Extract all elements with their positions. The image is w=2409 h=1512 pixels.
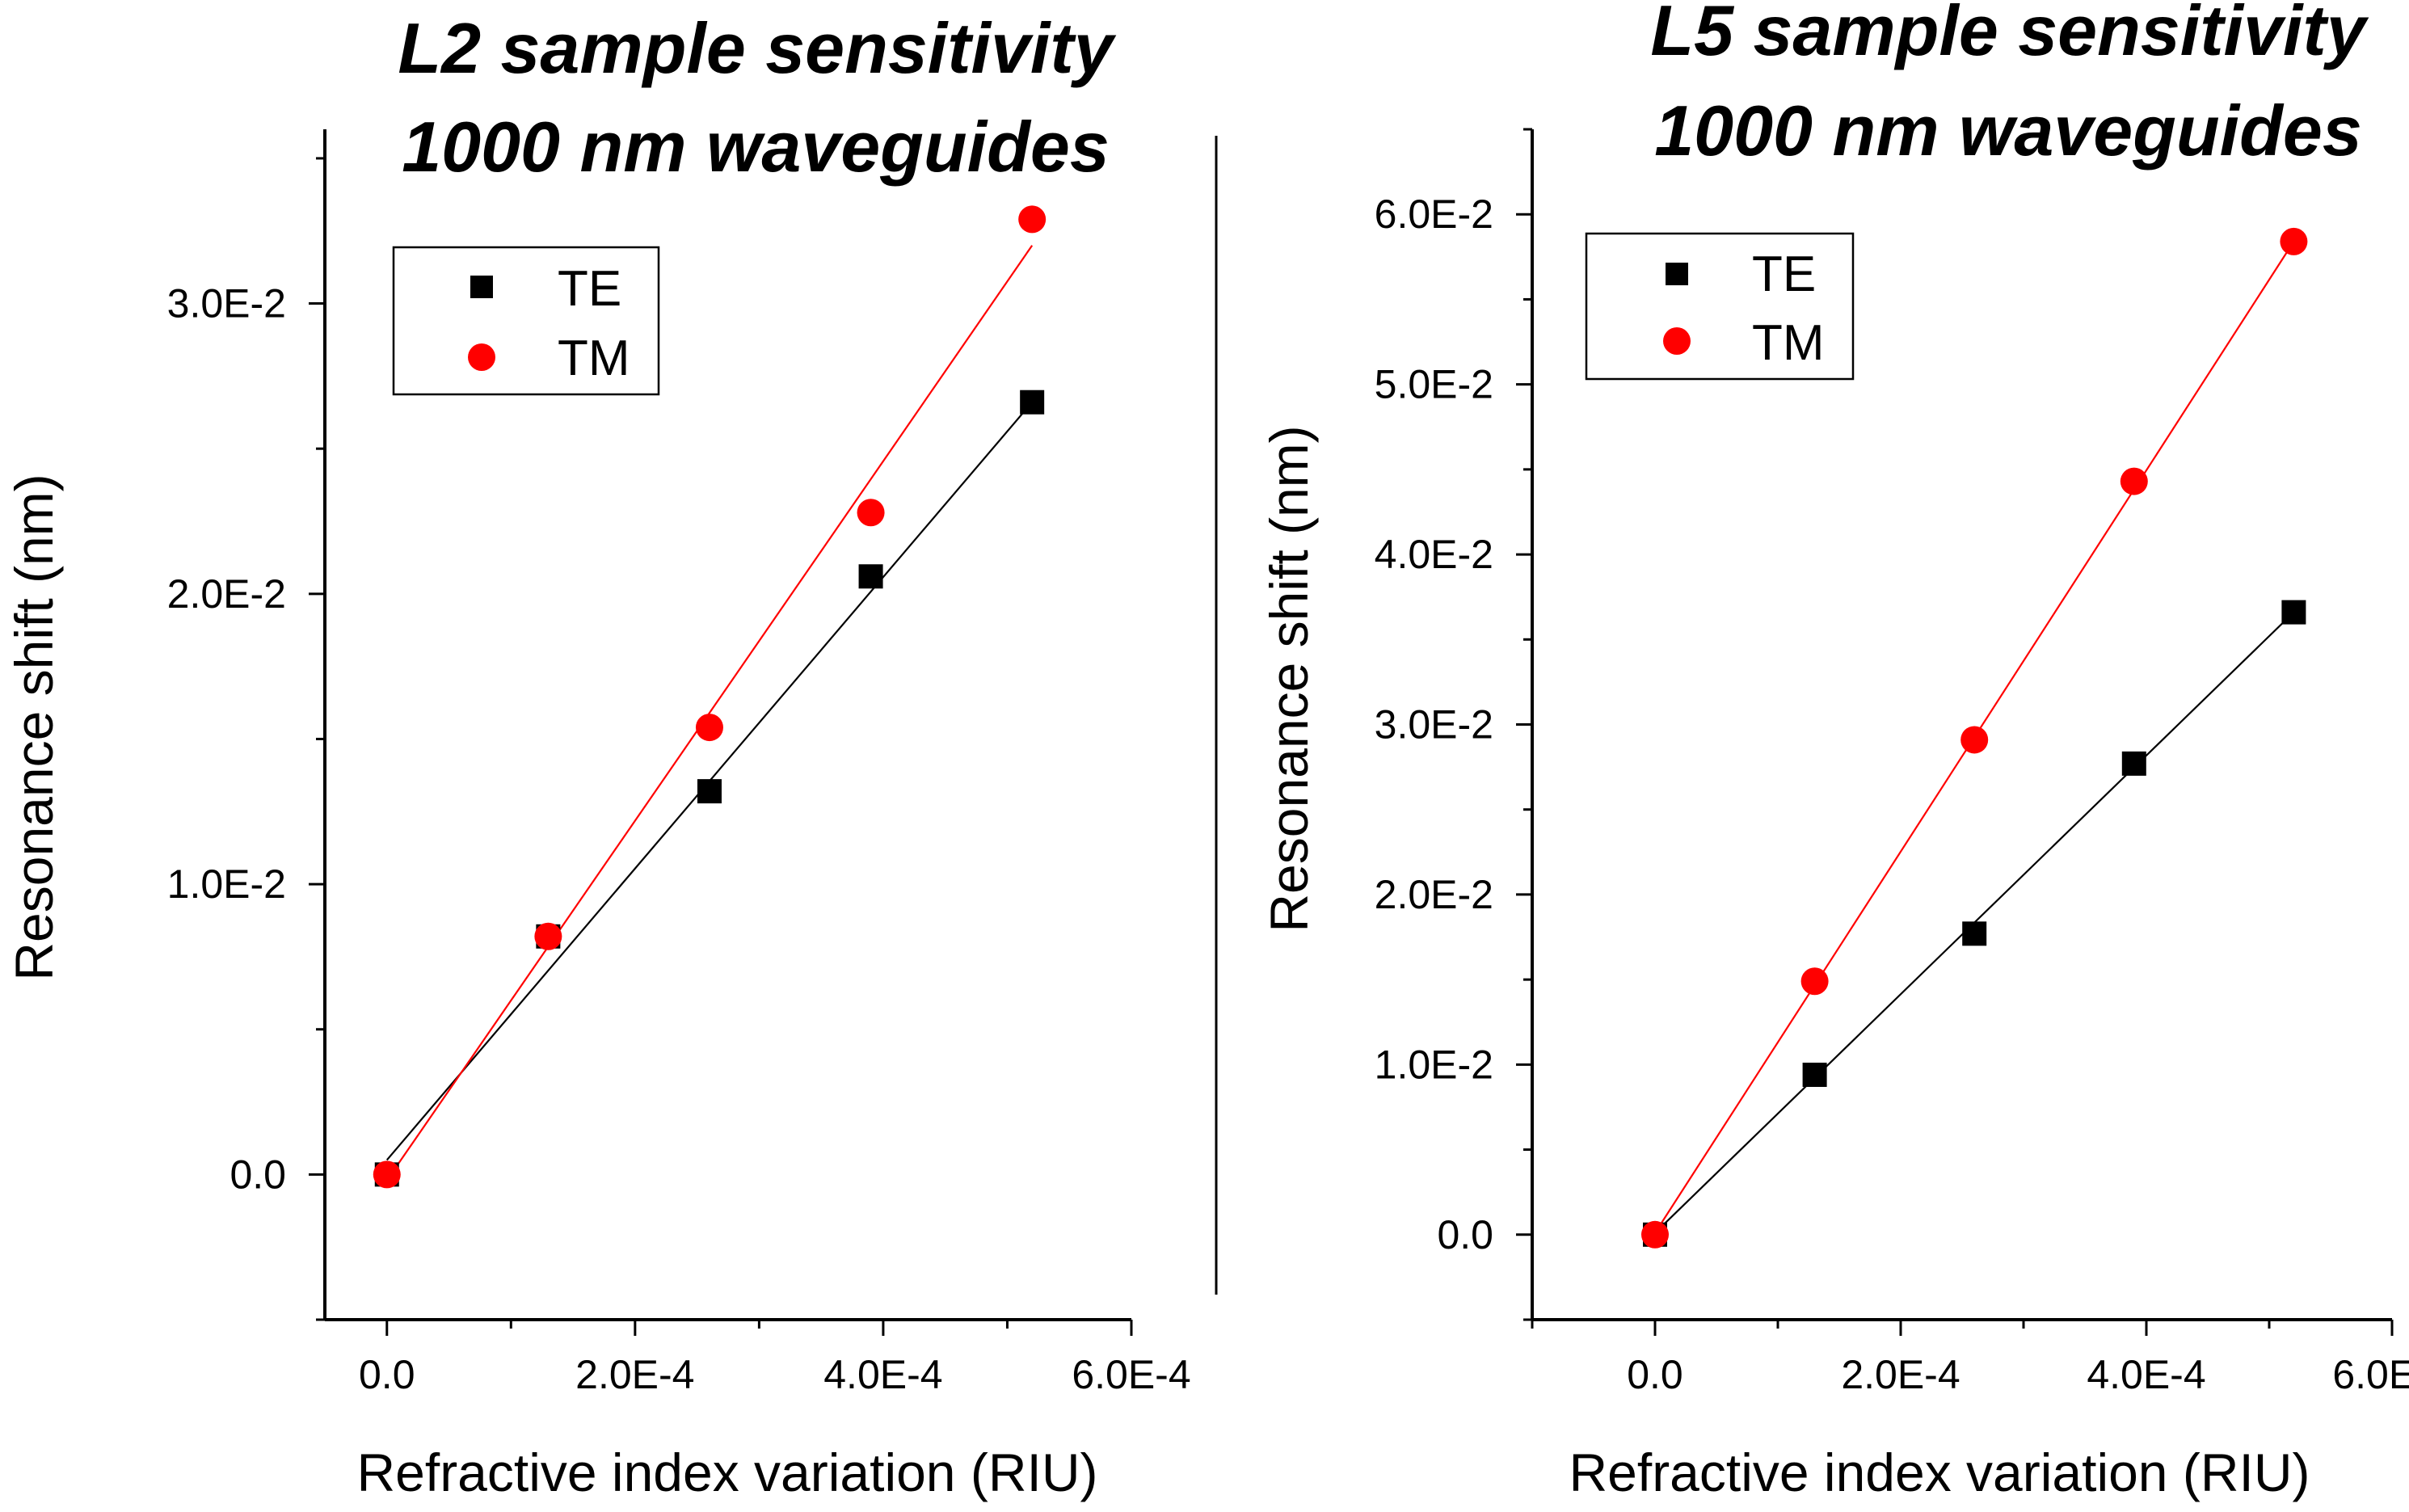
y-axis-label: Resonance shift (nm) — [4, 474, 64, 980]
legend-te-marker — [470, 276, 493, 298]
data-point-tm — [1800, 967, 1829, 996]
data-point-tm — [2280, 227, 2308, 255]
x-axis-label: Refractive index variation (RIU) — [1569, 1443, 2310, 1502]
legend-tm-marker — [1663, 327, 1691, 355]
legend: TE TM — [1585, 232, 1855, 381]
data-point-tm — [857, 499, 885, 527]
y-tick-label: 5.0E-2 — [1375, 362, 1493, 407]
data-point-tm — [1641, 1220, 1669, 1249]
legend-box — [1585, 232, 1855, 381]
legend: TE TM — [392, 246, 660, 396]
y-axis-label: Resonance shift (nm) — [1259, 425, 1319, 932]
chart-title-line-2: 1000 nm waveguides — [1654, 91, 2362, 171]
chart-title-line-2: 1000 nm waveguides — [402, 107, 1110, 187]
x-tick-label: 2.0E-4 — [575, 1352, 694, 1397]
data-point-te — [858, 564, 883, 589]
data-point-te — [1020, 390, 1045, 415]
x-tick-label: 4.0E-4 — [823, 1352, 942, 1397]
fit-line-tm — [385, 245, 1034, 1181]
legend-te-marker — [1666, 263, 1688, 285]
y-tick-label: 6.0E-2 — [1375, 192, 1493, 237]
x-tick-label: 2.0E-4 — [1841, 1352, 1960, 1397]
data-point-tm — [1018, 205, 1047, 234]
data-point-te — [697, 779, 722, 804]
x-tick-label: 0.0 — [359, 1352, 415, 1397]
x-tick-label: 6.0E-4 — [2332, 1352, 2409, 1397]
chart-title-line-1: L5 sample sensitivity — [1650, 0, 2369, 70]
y-tick-label: 0.0 — [1437, 1212, 1493, 1257]
legend-te-label: TE — [1752, 246, 1816, 302]
legend-tm-label: TM — [558, 331, 630, 386]
y-tick-label: 2.0E-2 — [167, 571, 286, 617]
data-point-tm — [534, 922, 562, 950]
y-tick-label: 1.0E-2 — [167, 861, 286, 907]
chart-l5: L5 sample sensitivity 1000 nm waveguides… — [1259, 0, 2409, 1502]
data-point-tm — [695, 714, 723, 742]
y-tick-label: 0.0 — [230, 1152, 286, 1197]
chart-title-line-1: L2 sample sensitivity — [398, 8, 1116, 88]
legend-tm-marker — [468, 343, 495, 371]
legend-te-label: TE — [558, 261, 621, 317]
data-point-te — [2121, 751, 2146, 776]
data-point-te — [2281, 600, 2306, 625]
data-point-te — [1802, 1062, 1827, 1087]
data-point-tm — [373, 1160, 401, 1189]
y-tick-label: 1.0E-2 — [1375, 1042, 1493, 1087]
y-tick-label: 3.0E-2 — [1375, 702, 1493, 748]
x-tick-label: 4.0E-4 — [2087, 1352, 2205, 1397]
chart-l2: L2 sample sensitivity 1000 nm waveguides… — [4, 8, 1191, 1502]
data-point-te — [1962, 921, 1987, 946]
y-tick-label: 3.0E-2 — [167, 281, 286, 326]
legend-box — [392, 246, 660, 396]
data-point-tm — [2120, 467, 2148, 495]
y-tick-label: 4.0E-2 — [1375, 532, 1493, 577]
y-tick-label: 2.0E-2 — [1375, 872, 1493, 917]
legend-tm-label: TM — [1752, 315, 1825, 371]
data-point-tm — [1960, 726, 1989, 754]
x-axis-label: Refractive index variation (RIU) — [357, 1443, 1098, 1502]
x-tick-label: 0.0 — [1627, 1352, 1683, 1397]
x-tick-label: 6.0E-4 — [1072, 1352, 1190, 1397]
